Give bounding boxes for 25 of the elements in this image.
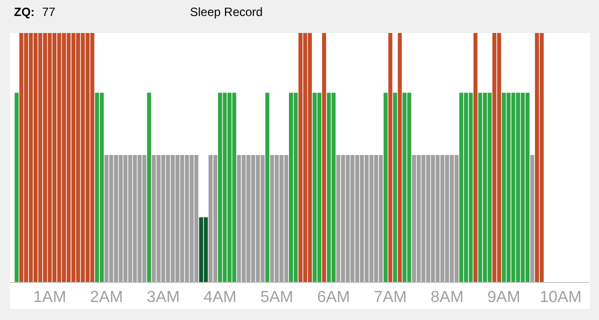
x-tick-label: 3AM bbox=[146, 289, 180, 306]
text: ZQ: bbox=[14, 5, 35, 19]
chart-title: Sleep Record bbox=[190, 5, 263, 20]
x-tick-label: 7AM bbox=[374, 289, 407, 306]
bar bbox=[473, 33, 478, 282]
bar bbox=[384, 92, 388, 282]
bar bbox=[147, 92, 152, 282]
text: 77 bbox=[42, 5, 56, 19]
x-tick-label: 10AM bbox=[540, 289, 582, 306]
x-tick-label: 5AM bbox=[260, 289, 294, 306]
x-tick-label: 2AM bbox=[90, 289, 123, 306]
bar bbox=[265, 92, 270, 282]
bar bbox=[530, 155, 534, 282]
x-tick-label: 8AM bbox=[430, 289, 464, 306]
x-tick-label: 4AM bbox=[204, 289, 236, 306]
bar bbox=[322, 33, 326, 282]
bar bbox=[218, 92, 222, 282]
bar bbox=[402, 92, 407, 282]
bar bbox=[388, 33, 392, 282]
bar bbox=[398, 33, 402, 282]
x-tick-label: 9AM bbox=[487, 289, 520, 306]
x-tick-label: 1AM bbox=[33, 289, 66, 306]
bar bbox=[14, 92, 19, 282]
bar bbox=[393, 92, 398, 282]
x-tick-label: 6AM bbox=[317, 289, 350, 306]
